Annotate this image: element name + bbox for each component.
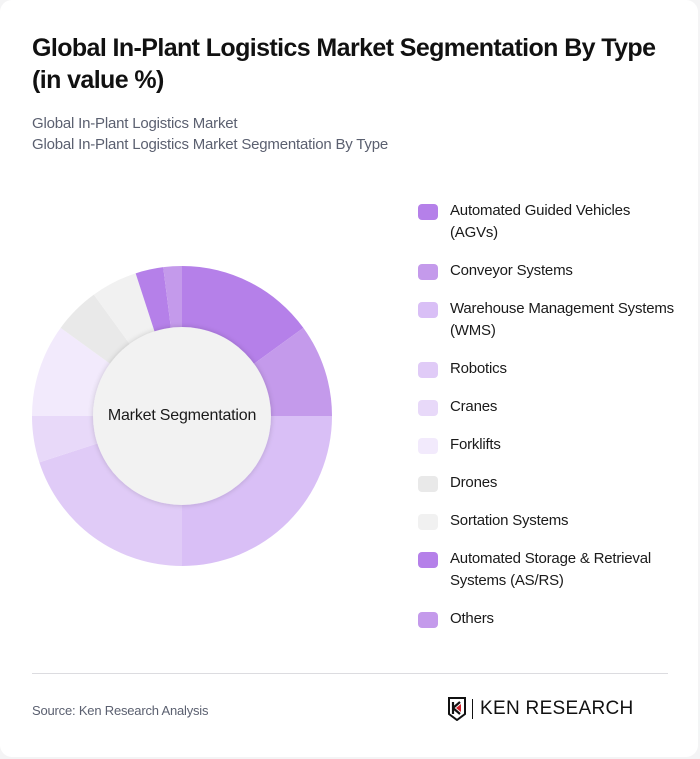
legend-swatch <box>418 264 438 280</box>
legend-swatch <box>418 552 438 568</box>
legend-label: Conveyor Systems <box>450 262 573 279</box>
legend-swatch <box>418 362 438 378</box>
legend-item-cranes[interactable]: Cranes <box>418 396 678 418</box>
chart-subtitle: Global In-Plant Logistics Market Global … <box>32 113 388 155</box>
chart-title: Global In-Plant Logistics Market Segment… <box>32 34 656 94</box>
legend-item-robotics[interactable]: Robotics <box>418 358 678 380</box>
legend-item-others[interactable]: Others <box>418 608 678 630</box>
ken-research-shield-icon <box>448 697 466 721</box>
legend-label: Robotics <box>450 360 507 377</box>
legend-label: Cranes <box>450 398 498 415</box>
legend-item-sortation-systems[interactable]: Sortation Systems <box>418 510 678 532</box>
legend-swatch <box>418 612 438 628</box>
legend-item-asrs[interactable]: Automated Storage & Retrieval Systems (A… <box>418 548 678 592</box>
legend-item-drones[interactable]: Drones <box>418 472 678 494</box>
legend-label: Others <box>450 610 494 627</box>
legend-swatch <box>418 204 438 220</box>
legend-item-agvs[interactable]: Automated Guided Vehicles (AGVs) <box>418 200 678 244</box>
logo-separator <box>472 699 473 719</box>
legend-item-forklifts[interactable]: Forklifts <box>418 434 678 456</box>
legend-swatch <box>418 302 438 318</box>
legend-swatch <box>418 514 438 530</box>
source-note: Source: Ken Research Analysis <box>32 703 209 718</box>
chart-legend: Automated Guided Vehicles (AGVs) Conveyo… <box>418 200 678 646</box>
legend-label: Forklifts <box>450 436 501 453</box>
legend-swatch <box>418 438 438 454</box>
subtitle-segmentation: Global In-Plant Logistics Market Segment… <box>32 136 388 153</box>
footer-divider <box>32 673 668 674</box>
donut-chart <box>32 266 332 566</box>
logo-text: KEN RESEARCH <box>480 698 634 719</box>
donut-hole <box>93 327 271 505</box>
legend-swatch <box>418 476 438 492</box>
legend-item-wms[interactable]: Warehouse Management Systems (WMS) <box>418 298 678 342</box>
legend-label: Drones <box>450 474 498 491</box>
legend-label: Sortation Systems <box>450 512 569 529</box>
legend-item-conveyor-systems[interactable]: Conveyor Systems <box>418 260 678 282</box>
legend-label: Automated Storage & Retrieval Systems (A… <box>450 550 651 589</box>
legend-swatch <box>418 400 438 416</box>
legend-label: Automated Guided Vehicles (AGVs) <box>450 202 631 241</box>
subtitle-market: Global In-Plant Logistics Market <box>32 115 238 132</box>
legend-label: Warehouse Management Systems (WMS) <box>450 300 674 339</box>
ken-research-logo: KEN RESEARCH <box>447 697 634 721</box>
